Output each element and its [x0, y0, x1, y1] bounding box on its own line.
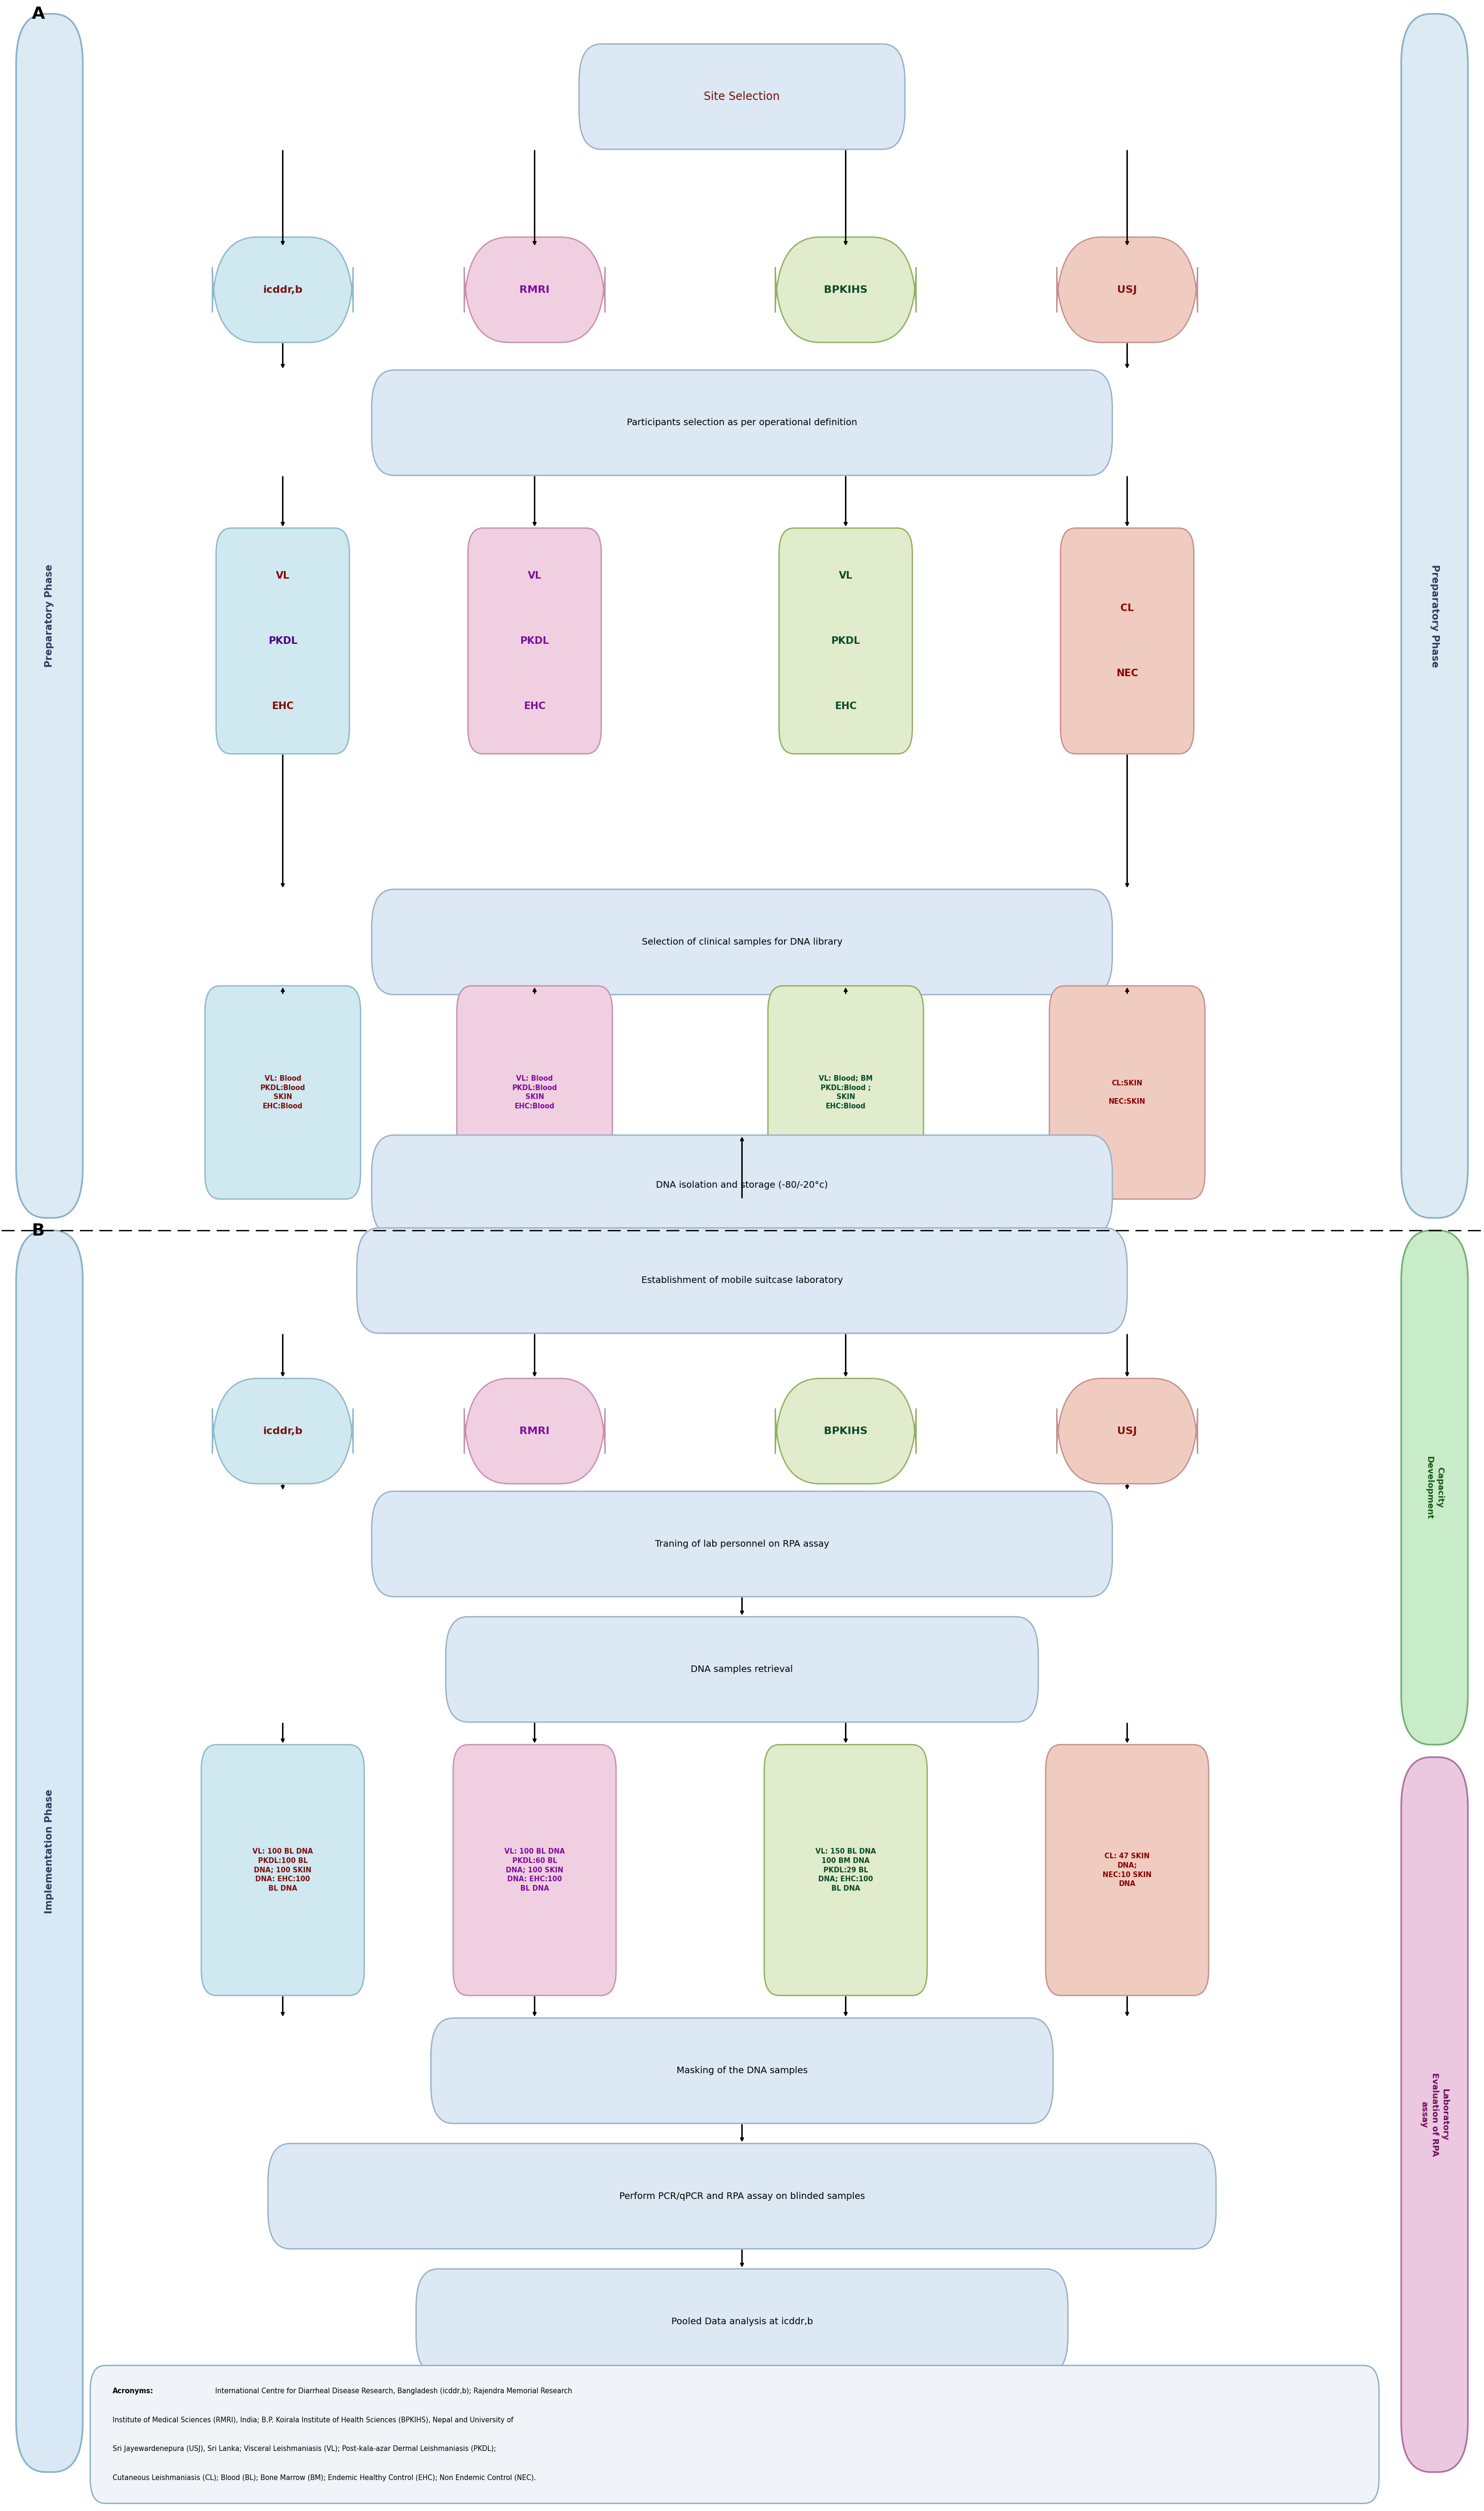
- Text: Perform PCR/qPCR and RPA assay on blinded samples: Perform PCR/qPCR and RPA assay on blinde…: [619, 2192, 865, 2200]
- Text: DNA isolation and storage (-80/-20°c): DNA isolation and storage (-80/-20°c): [656, 1180, 828, 1190]
- FancyBboxPatch shape: [416, 2270, 1068, 2375]
- FancyBboxPatch shape: [764, 1745, 928, 1996]
- FancyBboxPatch shape: [467, 527, 601, 753]
- Text: BPKIHS: BPKIHS: [824, 1426, 868, 1436]
- Text: DNA samples retrieval: DNA samples retrieval: [692, 1665, 792, 1675]
- FancyBboxPatch shape: [1046, 1745, 1208, 1996]
- FancyBboxPatch shape: [1057, 236, 1198, 341]
- FancyBboxPatch shape: [457, 987, 613, 1200]
- Text: Selection of clinical samples for DNA library: Selection of clinical samples for DNA li…: [641, 937, 843, 947]
- Text: Laboratory
Evaluation of RPA
assay: Laboratory Evaluation of RPA assay: [1420, 2072, 1450, 2157]
- Text: Site Selection: Site Selection: [703, 90, 781, 103]
- Text: Sri Jayewardenepura (USJ), Sri Lanka; Visceral Leishmaniasis (VL); Post-kala-aza: Sri Jayewardenepura (USJ), Sri Lanka; Vi…: [113, 2446, 496, 2453]
- FancyBboxPatch shape: [212, 236, 353, 341]
- Text: CL:SKIN

NEC:SKIN: CL:SKIN NEC:SKIN: [1109, 1080, 1146, 1105]
- FancyBboxPatch shape: [371, 889, 1113, 994]
- FancyBboxPatch shape: [464, 236, 605, 341]
- FancyBboxPatch shape: [202, 1745, 364, 1996]
- Text: Masking of the DNA samples: Masking of the DNA samples: [677, 2067, 807, 2074]
- Text: RMRI: RMRI: [519, 286, 549, 294]
- FancyBboxPatch shape: [371, 1135, 1113, 1235]
- Text: VL: VL: [838, 570, 853, 580]
- FancyBboxPatch shape: [779, 527, 913, 753]
- Text: VL: 100 BL DNA
PKDL:100 BL
DNA; 100 SKIN
DNA: EHC:100
BL DNA: VL: 100 BL DNA PKDL:100 BL DNA; 100 SKIN…: [252, 1848, 313, 1893]
- Text: EHC: EHC: [834, 701, 856, 711]
- FancyBboxPatch shape: [91, 2365, 1379, 2503]
- Text: VL: Blood
PKDL:Blood
SKIN
EHC:Blood: VL: Blood PKDL:Blood SKIN EHC:Blood: [260, 1075, 306, 1110]
- Text: VL: Blood
PKDL:Blood
SKIN
EHC:Blood: VL: Blood PKDL:Blood SKIN EHC:Blood: [512, 1075, 556, 1110]
- Text: Establishment of mobile suitcase laboratory: Establishment of mobile suitcase laborat…: [641, 1276, 843, 1286]
- Text: Acronyms:: Acronyms:: [113, 2388, 153, 2395]
- Text: icddr,b: icddr,b: [263, 1426, 303, 1436]
- Text: Institute of Medical Sciences (RMRI), India; B.P. Koirala Institute of Health Sc: Institute of Medical Sciences (RMRI), In…: [113, 2416, 513, 2423]
- FancyBboxPatch shape: [775, 236, 916, 341]
- Text: Capacity
Development: Capacity Development: [1425, 1456, 1444, 1519]
- FancyBboxPatch shape: [371, 369, 1113, 475]
- Text: VL: VL: [276, 570, 289, 580]
- FancyBboxPatch shape: [356, 1228, 1128, 1333]
- FancyBboxPatch shape: [430, 2019, 1054, 2124]
- FancyBboxPatch shape: [767, 987, 923, 1200]
- Text: A: A: [31, 8, 45, 23]
- Text: USJ: USJ: [1117, 1426, 1137, 1436]
- Text: NEC: NEC: [1116, 668, 1138, 678]
- Text: VL: VL: [528, 570, 542, 580]
- Text: PKDL: PKDL: [831, 635, 861, 645]
- Text: Traning of lab personnel on RPA assay: Traning of lab personnel on RPA assay: [654, 1539, 830, 1549]
- FancyBboxPatch shape: [16, 1230, 83, 2471]
- Text: BPKIHS: BPKIHS: [824, 286, 868, 294]
- Text: Participants selection as per operational definition: Participants selection as per operationa…: [626, 419, 858, 427]
- Text: VL: 100 BL DNA
PKDL:60 BL
DNA; 100 SKIN
DNA: EHC:100
BL DNA: VL: 100 BL DNA PKDL:60 BL DNA; 100 SKIN …: [505, 1848, 565, 1893]
- FancyBboxPatch shape: [1057, 1379, 1198, 1484]
- Text: PKDL: PKDL: [519, 635, 549, 645]
- FancyBboxPatch shape: [217, 527, 349, 753]
- Text: CL: 47 SKIN
DNA;
NEC:10 SKIN
DNA: CL: 47 SKIN DNA; NEC:10 SKIN DNA: [1103, 1853, 1152, 1888]
- FancyBboxPatch shape: [1401, 1758, 1468, 2471]
- Text: International Centre for Diarrheal Disease Research, Bangladesh (icddr,b); Rajen: International Centre for Diarrheal Disea…: [214, 2388, 573, 2395]
- Text: EHC: EHC: [524, 701, 546, 711]
- Text: VL: 150 BL DNA
100 BM DNA
PKDL:29 BL
DNA; EHC:100
BL DNA: VL: 150 BL DNA 100 BM DNA PKDL:29 BL DNA…: [815, 1848, 876, 1893]
- FancyBboxPatch shape: [269, 2144, 1215, 2250]
- Text: icddr,b: icddr,b: [263, 286, 303, 294]
- Text: Preparatory Phase: Preparatory Phase: [45, 565, 53, 668]
- FancyBboxPatch shape: [212, 1379, 353, 1484]
- FancyBboxPatch shape: [453, 1745, 616, 1996]
- Text: Implementation Phase: Implementation Phase: [45, 1788, 53, 1913]
- FancyBboxPatch shape: [16, 15, 83, 1218]
- Text: EHC: EHC: [272, 701, 294, 711]
- FancyBboxPatch shape: [579, 45, 905, 148]
- Text: PKDL: PKDL: [269, 635, 297, 645]
- FancyBboxPatch shape: [445, 1617, 1039, 1723]
- Text: VL: Blood; BM
PKDL:Blood ;
SKIN
EHC:Blood: VL: Blood; BM PKDL:Blood ; SKIN EHC:Bloo…: [819, 1075, 873, 1110]
- FancyBboxPatch shape: [1401, 15, 1468, 1218]
- FancyBboxPatch shape: [1401, 1230, 1468, 1745]
- Text: Preparatory Phase: Preparatory Phase: [1431, 565, 1439, 668]
- FancyBboxPatch shape: [1049, 987, 1205, 1200]
- Text: CL: CL: [1120, 603, 1134, 613]
- FancyBboxPatch shape: [1061, 527, 1193, 753]
- FancyBboxPatch shape: [464, 1379, 605, 1484]
- Text: Cutaneous Leishmaniasis (CL); Blood (BL); Bone Marrow (BM); Endemic Healthy Cont: Cutaneous Leishmaniasis (CL); Blood (BL)…: [113, 2473, 536, 2481]
- Text: RMRI: RMRI: [519, 1426, 549, 1436]
- Text: USJ: USJ: [1117, 286, 1137, 294]
- Text: B: B: [31, 1223, 45, 1238]
- Text: Pooled Data analysis at icddr,b: Pooled Data analysis at icddr,b: [671, 2318, 813, 2325]
- FancyBboxPatch shape: [775, 1379, 916, 1484]
- FancyBboxPatch shape: [371, 1492, 1113, 1597]
- FancyBboxPatch shape: [205, 987, 361, 1200]
